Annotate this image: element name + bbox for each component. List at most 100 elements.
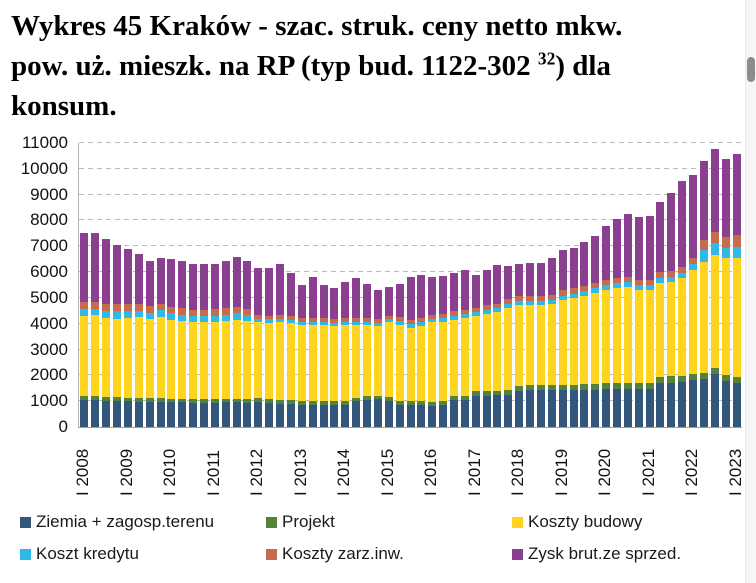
legend: Ziemia + zagosp.terenu Projekt Koszty budo… (20, 512, 736, 564)
legend-item-2: Koszty budowy (512, 512, 736, 532)
bar-2019Q2 (569, 247, 578, 427)
y-axis-label-9000: 9000 (30, 184, 68, 204)
bar-2009Q3 (145, 261, 154, 427)
segment (645, 289, 654, 383)
bar-2019Q4 (591, 236, 600, 427)
segment (471, 312, 480, 317)
segment (91, 233, 100, 302)
segment (613, 383, 621, 389)
segment (515, 301, 524, 306)
segment (417, 404, 426, 427)
segment (123, 311, 132, 318)
bar-2023Q1 (732, 154, 741, 427)
segment (286, 323, 295, 401)
segment (428, 318, 437, 323)
segment (482, 313, 491, 391)
segment (428, 314, 437, 319)
segment (199, 264, 208, 311)
scrollbar-thumb[interactable] (747, 57, 755, 82)
segment (591, 384, 600, 390)
x-axis-label-I-2015: I 2015 (377, 448, 397, 496)
segment (113, 304, 122, 312)
segment (623, 388, 632, 427)
bar-2012Q3 (276, 264, 285, 427)
segment (460, 399, 469, 427)
segment (276, 399, 285, 404)
segment (297, 404, 306, 427)
scrollbar-track[interactable] (745, 0, 756, 583)
x-axis-label-I-2008: I 2008 (73, 448, 93, 496)
segment (308, 276, 317, 319)
segment (656, 282, 665, 377)
bar-2014Q1 (341, 281, 350, 427)
segment (113, 245, 122, 305)
segment (113, 318, 122, 398)
segment (189, 263, 198, 310)
bar-2009Q2 (134, 253, 143, 427)
segment (189, 315, 198, 322)
segment (504, 390, 513, 395)
segment (667, 281, 676, 377)
segment (156, 317, 165, 399)
y-axis-label-5000: 5000 (30, 287, 68, 307)
segment (613, 278, 621, 284)
segment (189, 402, 198, 427)
x-axis-label-I-2009: I 2009 (116, 448, 136, 496)
segment (634, 388, 643, 427)
segment (91, 396, 100, 401)
segment (569, 297, 578, 385)
bar-2008Q3 (102, 238, 111, 427)
chart-title-line3: konsum. (11, 90, 117, 122)
segment (221, 402, 230, 427)
segment (732, 235, 741, 248)
segment (384, 401, 393, 427)
segment (145, 402, 154, 427)
bar-2014Q3 (363, 283, 372, 427)
segment (699, 240, 708, 251)
plot-area (78, 142, 746, 428)
segment (286, 316, 295, 320)
segment (221, 314, 230, 322)
segment (689, 270, 698, 374)
legend-swatch-icon (20, 549, 31, 560)
segment (265, 403, 274, 427)
segment (134, 397, 143, 402)
segment (384, 397, 393, 402)
y-axis-label-3000: 3000 (30, 339, 68, 359)
segment (352, 324, 361, 398)
segment (406, 400, 415, 405)
segment (145, 319, 154, 399)
bar-2009Q4 (156, 257, 165, 427)
segment (102, 400, 111, 427)
segment (113, 397, 122, 402)
segment (243, 308, 252, 315)
bar-2021Q1 (645, 216, 654, 427)
segment (199, 402, 208, 427)
segment (363, 325, 372, 397)
segment (504, 303, 513, 308)
bar-2022Q4 (721, 159, 730, 427)
segment (591, 282, 600, 289)
bar-2008Q4 (113, 245, 122, 427)
segment (515, 264, 524, 297)
bar-2008Q1 (80, 233, 89, 427)
segment (232, 398, 241, 403)
x-axis-label-I-2013: I 2013 (290, 448, 310, 496)
segment (330, 405, 339, 427)
segment (167, 398, 176, 403)
segment (395, 404, 404, 427)
segment (439, 318, 448, 322)
segment (471, 316, 480, 392)
segment (645, 279, 654, 286)
segment (634, 289, 643, 384)
bar-2013Q1 (297, 285, 306, 427)
segment (167, 259, 176, 307)
segment (569, 293, 578, 298)
segment (167, 402, 176, 427)
segment (689, 373, 698, 381)
segment (526, 301, 535, 306)
segment (373, 399, 382, 427)
segment (134, 310, 143, 318)
segment (373, 325, 382, 396)
gridline-6000 (79, 271, 746, 273)
